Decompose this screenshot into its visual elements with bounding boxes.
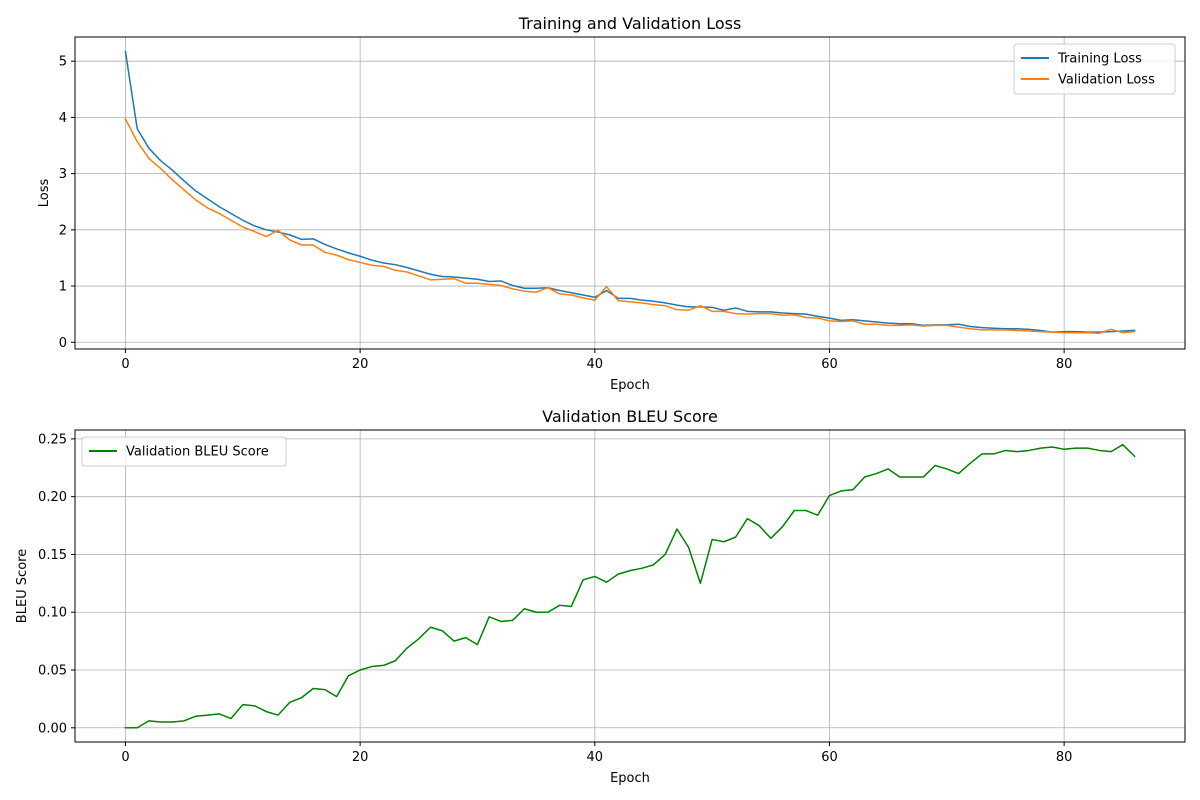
loss-y-axis-label: Loss bbox=[37, 179, 52, 208]
loss-chart-panel: 0 20 40 60 80 0 1 2 3 4 5 Training and Validation L… bbox=[37, 14, 1186, 393]
bleu-y-tick-label: 0.05 bbox=[38, 664, 67, 679]
bleu-x-tick-label: 80 bbox=[1056, 750, 1073, 765]
loss-axes-frame bbox=[74, 36, 1186, 350]
bleu-chart-panel: 0 20 40 60 80 0.00 0.05 0.10 0.15 0.20 0.25 Validat… bbox=[15, 407, 1186, 786]
bleu-y-tick-label: 0.20 bbox=[38, 490, 67, 505]
bleu-legend-box bbox=[81, 436, 287, 467]
bleu-y-axis-label: BLEU Score bbox=[15, 549, 30, 623]
loss-chart-title: Training and Validation Loss bbox=[518, 14, 742, 33]
loss-y-tick-label: 3 bbox=[59, 167, 67, 182]
loss-x-tick-label: 0 bbox=[121, 357, 129, 372]
bleu-series-line-1 bbox=[124, 443, 1136, 729]
bleu-y-tick-label: 0.25 bbox=[38, 432, 67, 447]
loss-x-tick-label: 80 bbox=[1056, 357, 1073, 372]
loss-series-line-2 bbox=[124, 118, 1136, 335]
bleu-x-axis-label: Epoch bbox=[610, 771, 650, 786]
bleu-x-tick-label: 40 bbox=[587, 750, 604, 765]
loss-y-tick-label: 0 bbox=[59, 336, 67, 351]
loss-y-tick-label: 1 bbox=[59, 280, 67, 295]
bleu-x-tick-label: 20 bbox=[352, 750, 369, 765]
bleu-y-tick-label: 0.15 bbox=[38, 548, 67, 563]
loss-legend-label: Training Loss bbox=[1057, 52, 1142, 67]
loss-x-tick-label: 60 bbox=[821, 357, 838, 372]
loss-y-tick-label: 5 bbox=[59, 55, 67, 70]
loss-y-tick-label: 2 bbox=[59, 223, 67, 238]
loss-x-tick-label: 40 bbox=[587, 357, 604, 372]
bleu-x-tick-label: 0 bbox=[121, 750, 129, 765]
loss-y-tick-label: 4 bbox=[59, 111, 67, 126]
loss-x-axis-label: Epoch bbox=[610, 378, 650, 393]
bleu-y-tick-label: 0.00 bbox=[38, 721, 67, 736]
bleu-legend-label: Validation BLEU Score bbox=[126, 445, 269, 460]
loss-x-tick-label: 20 bbox=[352, 357, 369, 372]
loss-legend: Training Loss Validation Loss bbox=[1013, 43, 1176, 95]
bleu-chart-title: Validation BLEU Score bbox=[542, 407, 718, 426]
loss-legend-label: Validation Loss bbox=[1058, 73, 1155, 88]
bleu-x-tick-label: 60 bbox=[821, 750, 838, 765]
loss-legend-box bbox=[1013, 43, 1176, 95]
bleu-legend: Validation BLEU Score bbox=[81, 436, 287, 467]
loss-series-line-1 bbox=[124, 50, 1136, 333]
bleu-y-tick-label: 0.10 bbox=[38, 606, 67, 621]
bleu-axes-frame bbox=[74, 429, 1186, 743]
